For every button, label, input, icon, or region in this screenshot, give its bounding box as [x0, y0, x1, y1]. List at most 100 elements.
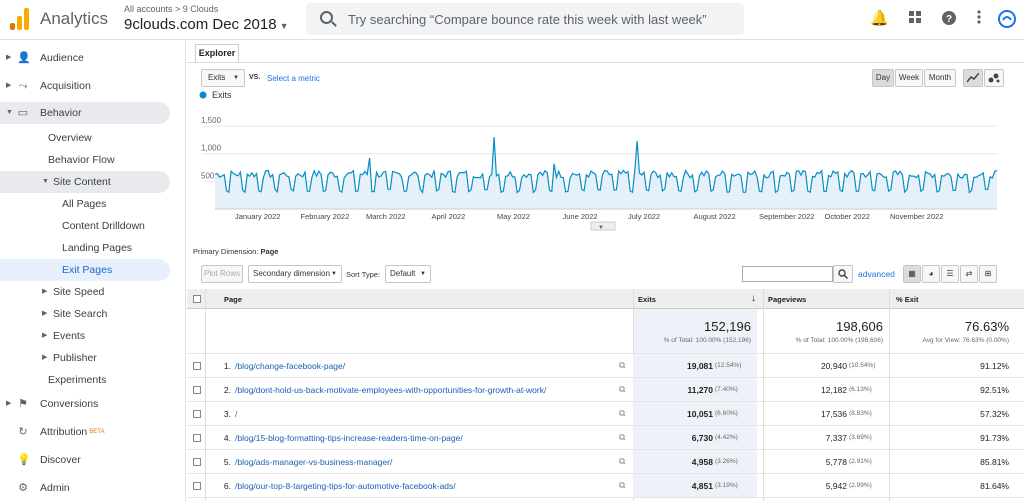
chart-panel: Exits ▼ VS. Select a metric Day Week Mont…: [195, 63, 1007, 231]
sidebar-item-label: Experiments: [48, 374, 107, 386]
advanced-filter-link[interactable]: advanced: [858, 269, 895, 279]
sort-type-dropdown[interactable]: Default ▼: [385, 265, 431, 283]
row-checkbox[interactable]: [193, 410, 201, 418]
chart-resize-handle: [590, 221, 616, 231]
page-link[interactable]: /blog/dont-hold-us-back-motivate-employe…: [235, 385, 547, 395]
open-page-icon[interactable]: ⧉: [619, 384, 626, 394]
sidebar-item-label: Attribution: [40, 426, 88, 438]
sidebar-item-behavior[interactable]: ▼ ▭ Behavior: [0, 102, 170, 124]
sidebar-item-discover[interactable]: 💡 Discover: [0, 449, 170, 471]
chevron-right-icon: ▶: [42, 354, 48, 361]
page-link[interactable]: /blog/change-facebook-page/: [235, 361, 346, 371]
series-line-exits: [214, 137, 998, 194]
sidebar-item-overview[interactable]: Overview: [0, 127, 170, 149]
page-link[interactable]: /: [235, 409, 238, 419]
caret-down-icon: ▼: [420, 271, 426, 277]
period-day-button[interactable]: Day: [872, 69, 894, 87]
open-page-icon[interactable]: ⧉: [619, 456, 626, 466]
sort-desc-arrow-icon[interactable]: ↓: [751, 293, 756, 304]
account-icon[interactable]: [998, 10, 1016, 28]
table-search-input[interactable]: [742, 266, 833, 282]
search-box[interactable]: Try searching “Compare bounce rate this …: [306, 3, 744, 35]
column-divider: [889, 289, 890, 501]
column-header-pageviews[interactable]: Pageviews: [768, 295, 807, 304]
row-divider: [187, 377, 1024, 378]
sidebar: ▶ 👤 Audience ▶ ⤳ Acquisition ▼ ▭ Behavior Over…: [0, 41, 186, 501]
sidebar-item-conversions[interactable]: ▶ ⚑ Conversions: [0, 393, 170, 415]
motion-chart-icon[interactable]: [984, 69, 1004, 87]
open-page-icon[interactable]: ⧉: [619, 360, 626, 370]
open-page-icon[interactable]: ⧉: [619, 480, 626, 490]
total-exits: 152,196: [704, 319, 751, 334]
sort-type-label: Sort Type:: [346, 270, 381, 279]
open-page-icon[interactable]: ⧉: [619, 408, 626, 418]
sidebar-item-publisher[interactable]: ▶ Publisher: [0, 347, 170, 369]
page-link[interactable]: /blog/ads-manager-vs-business-manager/: [235, 457, 393, 467]
performance-view-icon[interactable]: ☰: [941, 265, 959, 283]
app-name: Analytics: [40, 9, 109, 28]
column-header-pct-exit[interactable]: % Exit: [896, 295, 919, 304]
metric-dropdown[interactable]: Exits ▼: [201, 69, 245, 87]
sidebar-item-all-pages[interactable]: All Pages: [0, 193, 170, 215]
sidebar-item-attribution[interactable]: ↻ Attribution BETA: [0, 421, 170, 443]
gear-icon: ⚙: [18, 482, 28, 494]
pie-view-icon[interactable]: ◕: [922, 265, 940, 283]
sidebar-item-label: Publisher: [53, 352, 97, 364]
x-tick-label: February 2022: [301, 212, 350, 221]
column-header-exits[interactable]: Exits: [638, 295, 656, 304]
sidebar-item-landing-pages[interactable]: Landing Pages: [0, 237, 170, 259]
search-icon: [838, 269, 849, 280]
apps-icon[interactable]: [906, 10, 924, 28]
comparison-view-icon[interactable]: ⇄: [960, 265, 978, 283]
plot-rows-button[interactable]: Plot Rows: [201, 265, 243, 283]
x-tick-label: October 2022: [825, 212, 870, 221]
pivot-view-icon[interactable]: ⊞: [979, 265, 997, 283]
analytics-logo[interactable]: [10, 8, 30, 30]
chevron-down-icon: ▼: [42, 178, 49, 185]
page-link[interactable]: /blog/15-blog-formatting-tips-increase-r…: [235, 433, 463, 443]
period-month-button[interactable]: Month: [924, 69, 956, 87]
column-header-page[interactable]: Page: [224, 295, 242, 304]
vs-label: VS.: [249, 74, 261, 81]
select-all-checkbox[interactable]: [193, 295, 201, 303]
sidebar-item-label: Behavior: [40, 107, 82, 119]
row-checkbox[interactable]: [193, 434, 201, 442]
sidebar-item-acquisition[interactable]: ▶ ⤳ Acquisition: [0, 75, 170, 97]
sidebar-item-site-speed[interactable]: ▶ Site Speed: [0, 281, 170, 303]
select-metric-link[interactable]: Select a metric: [267, 74, 320, 83]
help-icon[interactable]: ?: [940, 10, 958, 28]
primary-dimension-value[interactable]: Page: [260, 247, 279, 256]
sidebar-item-behavior-flow[interactable]: Behavior Flow: [0, 149, 170, 171]
period-week-button[interactable]: Week: [895, 69, 923, 87]
sidebar-item-site-content[interactable]: ▼ Site Content: [0, 171, 170, 193]
sidebar-item-exit-pages[interactable]: Exit Pages: [0, 259, 170, 281]
sort-type-value: Default: [390, 269, 416, 278]
line-chart-icon[interactable]: [963, 69, 983, 87]
sidebar-item-site-search[interactable]: ▶ Site Search: [0, 303, 170, 325]
attribution-icon: ↻: [18, 426, 28, 438]
y-tick-label: 1,500: [201, 116, 222, 125]
row-checkbox[interactable]: [193, 362, 201, 370]
row-number: 2.: [223, 385, 231, 395]
table-view-icon[interactable]: ▦: [903, 265, 921, 283]
row-pct-exit: 91.73%: [980, 433, 1009, 443]
bell-icon[interactable]: 🔔: [870, 10, 889, 27]
account-breadcrumb[interactable]: All accounts > 9 Clouds: [124, 4, 219, 14]
table-search-button[interactable]: [833, 265, 853, 283]
row-checkbox[interactable]: [193, 482, 201, 490]
page-link[interactable]: /blog/our-top-8-targeting-tips-for-autom…: [235, 481, 456, 491]
open-page-icon[interactable]: ⧉: [619, 432, 626, 442]
account-selector[interactable]: 9clouds.com Dec 2018 ▼: [124, 16, 289, 33]
chevron-right-icon: ▶: [6, 400, 12, 407]
sidebar-item-content-drilldown[interactable]: Content Drilldown: [0, 215, 170, 237]
exits-cell-bg: [633, 450, 757, 474]
secondary-dimension-dropdown[interactable]: Secondary dimension ▼: [248, 265, 342, 283]
sidebar-item-audience[interactable]: ▶ 👤 Audience: [0, 47, 170, 69]
row-checkbox[interactable]: [193, 458, 201, 466]
sidebar-item-admin[interactable]: ⚙ Admin: [0, 477, 170, 499]
sidebar-item-experiments[interactable]: Experiments: [0, 369, 170, 391]
row-checkbox[interactable]: [193, 386, 201, 394]
more-icon[interactable]: [970, 10, 988, 28]
sidebar-item-events[interactable]: ▶ Events: [0, 325, 170, 347]
tab-explorer[interactable]: Explorer: [195, 44, 239, 62]
